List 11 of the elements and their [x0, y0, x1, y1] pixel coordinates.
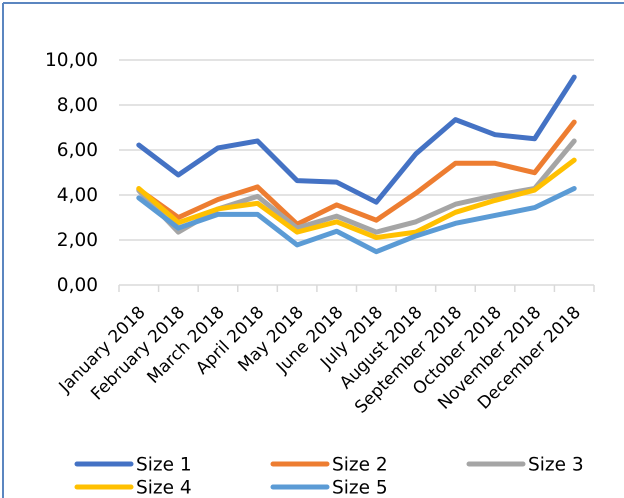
y-tick-label: 4,00 — [56, 184, 98, 206]
legend-label: Size 2 — [332, 454, 388, 476]
legend-label: Size 4 — [136, 477, 192, 498]
y-tick-label: 0,00 — [56, 274, 98, 296]
legend-label: Size 5 — [332, 477, 388, 498]
legend-label: Size 3 — [528, 454, 584, 476]
y-tick-label: 6,00 — [56, 140, 98, 161]
y-tick-label: 2,00 — [56, 230, 98, 251]
y-tick-label: 8,00 — [56, 94, 98, 116]
legend-label: Size 1 — [136, 454, 192, 476]
y-tick-label: 10,00 — [45, 50, 98, 71]
